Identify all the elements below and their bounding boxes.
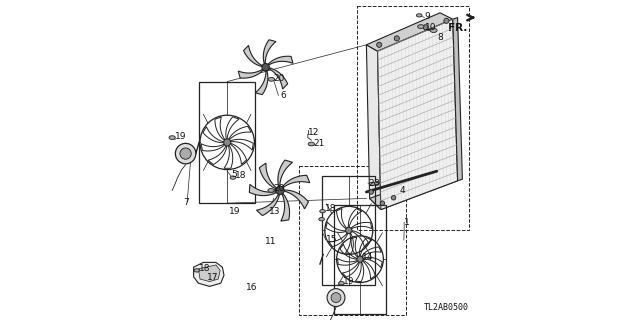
Text: 18: 18 — [325, 204, 336, 213]
Ellipse shape — [194, 269, 200, 272]
Polygon shape — [255, 71, 268, 95]
Text: 19: 19 — [228, 207, 240, 216]
Polygon shape — [366, 13, 453, 51]
Polygon shape — [263, 40, 276, 63]
Text: 9: 9 — [424, 12, 429, 21]
Ellipse shape — [169, 136, 175, 140]
Text: 6: 6 — [280, 91, 286, 100]
Circle shape — [377, 42, 382, 47]
Polygon shape — [193, 262, 224, 286]
Text: 4: 4 — [400, 186, 406, 195]
Circle shape — [262, 63, 269, 71]
Circle shape — [392, 196, 396, 200]
Text: 15: 15 — [326, 235, 337, 244]
Text: 20: 20 — [273, 74, 284, 83]
Text: 1: 1 — [404, 218, 410, 227]
Ellipse shape — [430, 28, 437, 32]
Bar — [333, 205, 387, 314]
Circle shape — [175, 143, 196, 164]
Text: 20: 20 — [274, 184, 285, 193]
Text: 8: 8 — [438, 33, 444, 42]
Text: TL2AB0500: TL2AB0500 — [424, 303, 468, 312]
Ellipse shape — [418, 25, 424, 28]
Text: 7: 7 — [184, 198, 189, 207]
Polygon shape — [378, 19, 458, 210]
Polygon shape — [282, 175, 310, 188]
Polygon shape — [370, 171, 458, 210]
Ellipse shape — [308, 142, 314, 146]
Ellipse shape — [417, 14, 422, 17]
Text: 14: 14 — [362, 253, 373, 262]
Circle shape — [423, 25, 428, 30]
Polygon shape — [268, 56, 293, 65]
Ellipse shape — [230, 176, 236, 179]
Polygon shape — [259, 163, 276, 189]
Text: 18: 18 — [200, 264, 211, 273]
Text: 19: 19 — [175, 132, 187, 141]
Circle shape — [380, 201, 385, 205]
Text: 18: 18 — [235, 171, 246, 180]
Circle shape — [331, 293, 341, 302]
Polygon shape — [281, 194, 289, 221]
Text: 2: 2 — [368, 180, 374, 188]
Polygon shape — [243, 45, 262, 67]
Ellipse shape — [374, 181, 380, 185]
Circle shape — [223, 139, 231, 146]
Circle shape — [357, 256, 363, 262]
Ellipse shape — [320, 210, 325, 213]
Text: 10: 10 — [425, 23, 436, 32]
Polygon shape — [198, 265, 220, 282]
Polygon shape — [278, 160, 292, 186]
Ellipse shape — [268, 188, 274, 192]
Circle shape — [444, 18, 449, 23]
Circle shape — [327, 289, 345, 307]
Text: FR.: FR. — [449, 23, 468, 33]
Polygon shape — [453, 18, 462, 181]
Text: 11: 11 — [265, 237, 276, 246]
Text: 21: 21 — [313, 139, 324, 148]
Circle shape — [180, 148, 191, 159]
Polygon shape — [366, 45, 381, 210]
Polygon shape — [257, 195, 280, 216]
Text: 12: 12 — [308, 128, 319, 137]
Text: 17: 17 — [207, 273, 219, 282]
Bar — [199, 82, 255, 203]
Circle shape — [346, 227, 352, 234]
Text: 13: 13 — [269, 207, 280, 216]
Text: 5: 5 — [231, 170, 237, 179]
Ellipse shape — [319, 218, 324, 221]
Circle shape — [369, 190, 374, 194]
Bar — [323, 176, 375, 285]
Ellipse shape — [339, 282, 344, 285]
Polygon shape — [284, 190, 308, 209]
Text: 16: 16 — [246, 283, 258, 292]
Text: 19: 19 — [343, 277, 355, 286]
Ellipse shape — [369, 182, 375, 186]
Polygon shape — [238, 69, 263, 78]
Text: 3: 3 — [373, 180, 379, 188]
Polygon shape — [269, 68, 288, 89]
Circle shape — [394, 36, 399, 41]
Circle shape — [276, 186, 284, 195]
Ellipse shape — [268, 77, 275, 81]
Polygon shape — [250, 184, 276, 196]
